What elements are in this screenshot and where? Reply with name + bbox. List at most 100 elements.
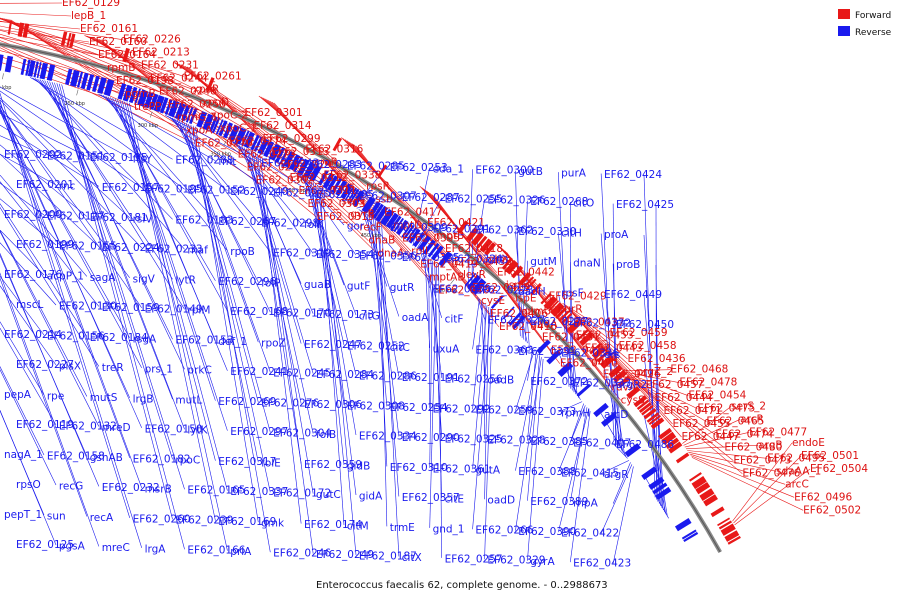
reverse-gene-label-191[interactable]: EF62_0407 [573, 438, 631, 450]
reverse-gene-label-17[interactable]: EF62_0155 [59, 240, 117, 252]
reverse-gene-label-73[interactable]: rpoB [230, 246, 255, 258]
forward-gene-label-18[interactable]: EF62_0261 [184, 70, 242, 82]
forward-gene-label-14[interactable]: EF62_0258 [168, 99, 226, 111]
reverse-gene-label-24[interactable]: EF62_0158 [47, 450, 105, 462]
forward-gene-label-95[interactable]: EF62_0474 [715, 429, 773, 441]
reverse-gene-label-206[interactable]: argR [604, 469, 629, 481]
reverse-gene-label-52[interactable]: EF62_0182 [133, 453, 191, 465]
forward-gene-label-17[interactable]: EF62_0270 [195, 138, 253, 150]
reverse-gene-label-155[interactable]: EF62_0326 [487, 195, 545, 207]
reverse-gene-label-182[interactable]: purA [561, 168, 587, 180]
reverse-gene-label-55[interactable]: lrgA [145, 543, 167, 555]
forward-gene-label-38[interactable]: EF62_0338 [323, 170, 381, 182]
forward-gene-label-0[interactable]: EF62_0129 [62, 0, 120, 9]
reverse-gene-label-120[interactable]: EF62_0308 [347, 400, 405, 412]
forward-gene-label-100[interactable]: arcR [740, 413, 764, 425]
forward-gene-label-67[interactable]: glmU [524, 306, 552, 318]
reverse-gene-label-82[interactable]: EF62_0169 [218, 516, 276, 528]
reverse-gene-label-115[interactable]: EF62_0356 [359, 250, 417, 262]
forward-gene-label-110[interactable]: EF62_0504 [810, 463, 868, 475]
forward-gene-label-54[interactable]: EF62_0421 [427, 217, 485, 229]
reverse-gene-label-137[interactable]: EF62_0357 [402, 492, 460, 504]
reverse-gene-label-11[interactable]: rpsO [16, 479, 41, 491]
forward-gene-label-13[interactable]: EF62_0248 [159, 86, 217, 98]
reverse-gene-label-61[interactable]: rplM [187, 305, 210, 317]
reverse-gene-label-104[interactable]: EF62_0247 [304, 339, 362, 351]
forward-gene-label-107[interactable]: EF62_0502 [803, 504, 861, 516]
reverse-gene-label-130[interactable]: gutR [390, 282, 415, 294]
reverse-gene-label-147[interactable]: EF62_0256 [445, 373, 503, 385]
reverse-gene-label-96[interactable]: gmk [261, 518, 285, 530]
forward-gene-label-63[interactable]: gltX [488, 254, 509, 266]
reverse-gene-label-3[interactable]: EF62_0199 [16, 239, 74, 251]
reverse-gene-label-63[interactable]: prkC [187, 365, 211, 377]
reverse-gene-label-46[interactable]: sigV [133, 273, 156, 285]
reverse-gene-label-116[interactable]: gutF [347, 280, 370, 292]
forward-gene-label-69[interactable]: EF62_0431 [542, 332, 600, 344]
forward-gene-label-36[interactable]: EF62_0316 [305, 144, 363, 156]
reverse-gene-label-2[interactable]: EF62_0200 [4, 209, 62, 221]
reverse-gene-label-161[interactable]: oadB [487, 375, 514, 387]
forward-gene-label-81[interactable]: EF62_0459 [610, 327, 668, 339]
reverse-gene-label-14[interactable]: EF62_0151 [47, 150, 105, 162]
reverse-gene-label-4[interactable]: EF62_0176 [4, 269, 62, 281]
forward-gene-label-62[interactable]: EF62_0416 [499, 321, 557, 333]
reverse-gene-label-65[interactable]: lytK [187, 425, 208, 437]
forward-gene-label-70[interactable]: EF62_0414 [551, 345, 609, 357]
reverse-gene-label-99[interactable]: EF62_0305 [316, 189, 374, 201]
reverse-gene-label-184[interactable]: citH [561, 228, 582, 240]
forward-gene-label-32[interactable]: EF62_0312 [290, 172, 348, 184]
forward-gene-label-40[interactable]: serS [341, 196, 364, 208]
forward-gene-label-68[interactable]: radA [533, 319, 558, 331]
reverse-gene-label-102[interactable]: guaB [304, 279, 331, 291]
reverse-gene-label-9[interactable]: EF62_0119 [16, 419, 74, 431]
reverse-gene-label-45[interactable]: EF62_0233 [145, 243, 203, 255]
reverse-gene-label-83[interactable]: priA [230, 546, 252, 558]
forward-gene-label-55[interactable]: mptB [436, 230, 464, 242]
forward-gene-label-58[interactable]: levR [463, 269, 486, 281]
forward-gene-label-84[interactable]: prgZ_2 [637, 366, 674, 378]
forward-gene-label-108[interactable]: endoE [792, 437, 825, 449]
reverse-gene-label-142[interactable]: EF62_0291 [433, 223, 491, 235]
reverse-gene-label-168[interactable]: gutB [518, 166, 543, 178]
reverse-gene-label-145[interactable]: citF [445, 313, 464, 325]
forward-gene-label-91[interactable]: EF62_0478 [679, 377, 737, 389]
reverse-gene-label-170[interactable]: EF62_0330 [518, 226, 576, 238]
forward-gene-label-52[interactable]: mptAB [429, 271, 464, 283]
forward-gene-label-65[interactable]: ispF [506, 280, 527, 292]
reverse-gene-label-177[interactable]: EF62_0385 [530, 436, 588, 448]
forward-gene-label-48[interactable]: mptD [393, 219, 422, 231]
reverse-gene-label-122[interactable]: gidB [347, 460, 370, 472]
reverse-gene-label-126[interactable]: EF62_0253 [390, 162, 448, 174]
forward-gene-label-57[interactable]: EF62_0438 [454, 256, 512, 268]
reverse-gene-label-112[interactable]: EF62_0285 [347, 160, 405, 172]
reverse-gene-label-105[interactable]: EF62_0284 [316, 369, 374, 381]
forward-gene-label-43[interactable]: dnaB [368, 235, 395, 247]
forward-gene-label-25[interactable]: EF62_0272 [247, 161, 305, 173]
reverse-gene-label-110[interactable]: EF62_0174 [304, 519, 362, 531]
forward-gene-label-3[interactable]: EF62_0160 [89, 36, 147, 48]
forward-gene-label-30[interactable]: EF62_0313 [272, 146, 330, 158]
reverse-gene-label-195[interactable]: EF62_0423 [573, 558, 631, 570]
forward-gene-label-23[interactable]: EF62_0274 [229, 135, 287, 147]
forward-gene-label-103[interactable]: EF62_0495 [767, 452, 825, 464]
reverse-gene-label-47[interactable]: EF62_0149 [145, 303, 203, 315]
forward-gene-label-53[interactable]: EF62_0402 [438, 284, 496, 296]
forward-gene-label-15[interactable]: rpmG_1 [177, 112, 218, 124]
reverse-gene-label-157[interactable]: citD [487, 255, 508, 267]
reverse-gene-label-38[interactable]: gshAB [90, 452, 123, 464]
reverse-gene-label-169[interactable]: EF62_0268 [530, 196, 588, 208]
reverse-gene-label-18[interactable]: acpP_1 [47, 270, 84, 282]
forward-gene-label-102[interactable]: argB [758, 439, 782, 451]
reverse-gene-label-95[interactable]: EF62_0172 [273, 488, 331, 500]
reverse-gene-label-128[interactable]: EF62_0309 [390, 222, 448, 234]
reverse-gene-label-149[interactable]: EF62_0325 [445, 433, 503, 445]
reverse-gene-label-124[interactable]: citM [347, 520, 369, 532]
forward-gene-label-28[interactable]: EF62_0314 [254, 120, 312, 132]
reverse-gene-label-37[interactable]: mreD [102, 422, 131, 434]
reverse-gene-label-25[interactable]: recG [59, 480, 83, 492]
reverse-gene-label-132[interactable]: citC [390, 342, 410, 354]
reverse-gene-label-202[interactable]: ers [604, 349, 620, 361]
reverse-gene-label-117[interactable]: citG [359, 310, 380, 322]
forward-gene-label-51[interactable]: EF62_0419 [420, 258, 478, 270]
